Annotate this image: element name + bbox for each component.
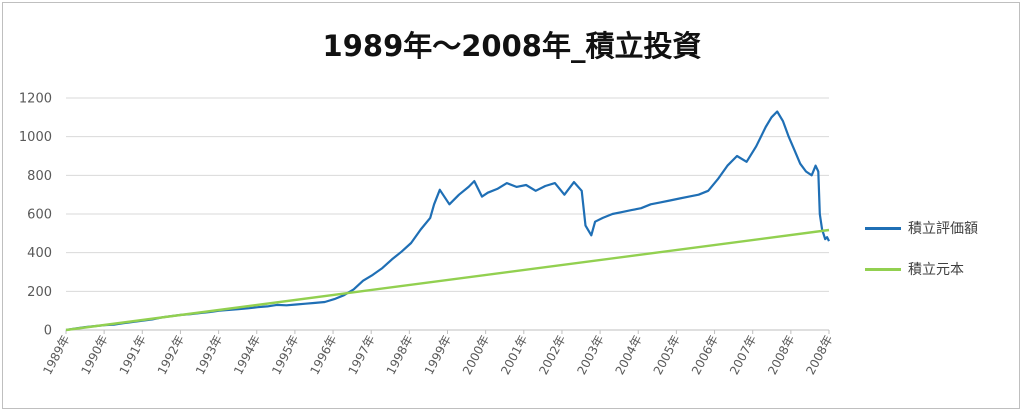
series-line-valuation	[65, 110, 830, 332]
y-tick-label: 600	[27, 208, 52, 223]
y-tick-label: 800	[27, 169, 52, 184]
x-tick-label: 1997年	[346, 333, 378, 377]
x-tick-label: 1991年	[117, 333, 149, 377]
x-tick-label: 2008年	[803, 333, 835, 377]
y-tick-label: 200	[27, 285, 52, 300]
x-tick-label: 1993年	[193, 333, 225, 377]
x-tick-label: 1989年	[40, 333, 72, 377]
y-tick-label: 400	[27, 246, 52, 261]
legend-item-principal: 積立元本	[865, 258, 1015, 280]
x-tick-label: 2008年	[765, 333, 797, 377]
legend-swatch-valuation	[865, 226, 901, 230]
series-line-principal	[65, 228, 830, 332]
y-axis-tick-labels: 0 200 400 600 800 1000 1200	[19, 92, 52, 339]
x-tick-label: 1992年	[155, 333, 187, 377]
legend-label-valuation: 積立評価額	[908, 221, 978, 237]
x-tick-label: 2004年	[613, 333, 645, 377]
y-tick-label: 1200	[19, 92, 52, 107]
y-tick-label: 1000	[19, 130, 52, 145]
legend-item-valuation: 積立評価額	[865, 217, 1015, 239]
x-tick-label: 1995年	[269, 333, 301, 377]
legend-swatch-principal	[865, 267, 901, 271]
legend: 積立評価額 積立元本	[865, 217, 1015, 299]
gridlines	[66, 97, 829, 331]
x-tick-label: 2006年	[689, 333, 721, 377]
x-tick-label: 1998年	[384, 333, 416, 377]
series-lines	[65, 110, 830, 332]
legend-label-principal: 積立元本	[908, 262, 964, 278]
x-tick-label: 2003年	[574, 333, 606, 377]
x-tick-label: 2000年	[460, 333, 492, 377]
x-tick-label: 1999年	[422, 333, 454, 377]
x-tick-label: 2007年	[727, 333, 759, 377]
x-tick-label: 1996年	[307, 333, 339, 377]
x-tick-label: 1994年	[231, 333, 263, 377]
x-axis-tick-labels: 1989年 1990年 1991年 1992年 1993年 1994年 1995年 1996年…	[40, 330, 836, 377]
x-tick-label: 2005年	[651, 333, 683, 377]
chart-frame: 1989年～2008年_積立投資 0 200 400 600 800 1000 1200 1…	[2, 2, 1020, 409]
x-tick-label: 2001年	[498, 333, 530, 377]
y-tick-label: 0	[44, 324, 52, 339]
x-tick-label: 1990年	[78, 333, 110, 377]
chart-title: 1989年～2008年_積立投資	[322, 29, 702, 63]
x-tick-label: 2002年	[536, 333, 568, 377]
